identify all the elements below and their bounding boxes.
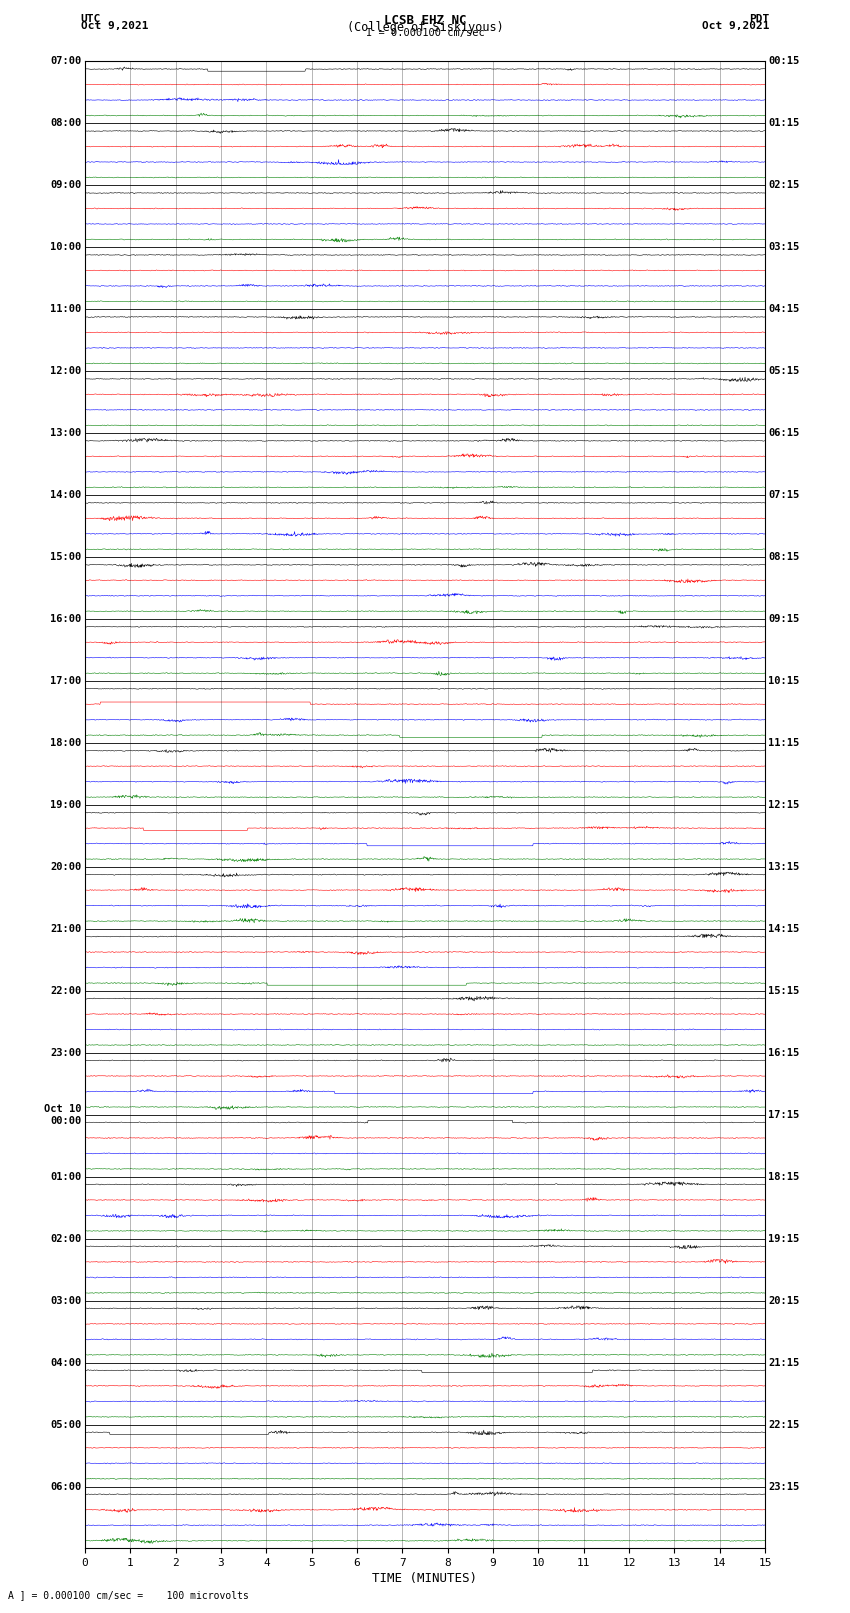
Text: 04:00: 04:00 — [50, 1358, 82, 1368]
Text: 21:00: 21:00 — [50, 924, 82, 934]
Text: Oct 10
00:00: Oct 10 00:00 — [44, 1103, 82, 1126]
Text: 02:00: 02:00 — [50, 1234, 82, 1244]
Text: I = 0.000100 cm/sec: I = 0.000100 cm/sec — [366, 29, 484, 39]
Text: 03:00: 03:00 — [50, 1295, 82, 1305]
Text: 10:00: 10:00 — [50, 242, 82, 252]
Text: A ] = 0.000100 cm/sec =    100 microvolts: A ] = 0.000100 cm/sec = 100 microvolts — [8, 1590, 249, 1600]
Text: 14:15: 14:15 — [768, 924, 800, 934]
Text: Oct 9,2021: Oct 9,2021 — [81, 21, 148, 31]
Text: 22:15: 22:15 — [768, 1419, 800, 1429]
Text: 01:15: 01:15 — [768, 118, 800, 129]
Text: 15:15: 15:15 — [768, 986, 800, 995]
Text: 20:00: 20:00 — [50, 861, 82, 873]
Text: 06:15: 06:15 — [768, 427, 800, 439]
Text: 04:15: 04:15 — [768, 305, 800, 315]
Text: 02:15: 02:15 — [768, 181, 800, 190]
Text: 17:15: 17:15 — [768, 1110, 800, 1119]
Text: 22:00: 22:00 — [50, 986, 82, 995]
Text: PDT: PDT — [749, 13, 769, 24]
Text: 18:00: 18:00 — [50, 737, 82, 748]
Text: 03:15: 03:15 — [768, 242, 800, 252]
Text: 05:15: 05:15 — [768, 366, 800, 376]
Text: LCSB EHZ NC: LCSB EHZ NC — [383, 13, 467, 27]
Text: 05:00: 05:00 — [50, 1419, 82, 1429]
Text: 00:15: 00:15 — [768, 56, 800, 66]
Text: 08:15: 08:15 — [768, 552, 800, 561]
Text: (College of Siskiyous): (College of Siskiyous) — [347, 21, 503, 34]
X-axis label: TIME (MINUTES): TIME (MINUTES) — [372, 1573, 478, 1586]
Text: 10:15: 10:15 — [768, 676, 800, 686]
Text: 16:15: 16:15 — [768, 1048, 800, 1058]
Text: 08:00: 08:00 — [50, 118, 82, 129]
Text: 15:00: 15:00 — [50, 552, 82, 561]
Text: 12:15: 12:15 — [768, 800, 800, 810]
Text: 13:15: 13:15 — [768, 861, 800, 873]
Text: 14:00: 14:00 — [50, 490, 82, 500]
Text: 19:00: 19:00 — [50, 800, 82, 810]
Text: 11:15: 11:15 — [768, 737, 800, 748]
Text: 12:00: 12:00 — [50, 366, 82, 376]
Text: 21:15: 21:15 — [768, 1358, 800, 1368]
Text: UTC: UTC — [81, 13, 101, 24]
Text: 01:00: 01:00 — [50, 1171, 82, 1182]
Text: 07:15: 07:15 — [768, 490, 800, 500]
Text: 09:15: 09:15 — [768, 615, 800, 624]
Text: Oct 9,2021: Oct 9,2021 — [702, 21, 769, 31]
Text: 06:00: 06:00 — [50, 1481, 82, 1492]
Text: 09:00: 09:00 — [50, 181, 82, 190]
Text: 07:00: 07:00 — [50, 56, 82, 66]
Text: 13:00: 13:00 — [50, 427, 82, 439]
Text: 18:15: 18:15 — [768, 1171, 800, 1182]
Text: 11:00: 11:00 — [50, 305, 82, 315]
Text: 19:15: 19:15 — [768, 1234, 800, 1244]
Text: 23:00: 23:00 — [50, 1048, 82, 1058]
Text: 20:15: 20:15 — [768, 1295, 800, 1305]
Text: 16:00: 16:00 — [50, 615, 82, 624]
Text: 23:15: 23:15 — [768, 1481, 800, 1492]
Text: 17:00: 17:00 — [50, 676, 82, 686]
